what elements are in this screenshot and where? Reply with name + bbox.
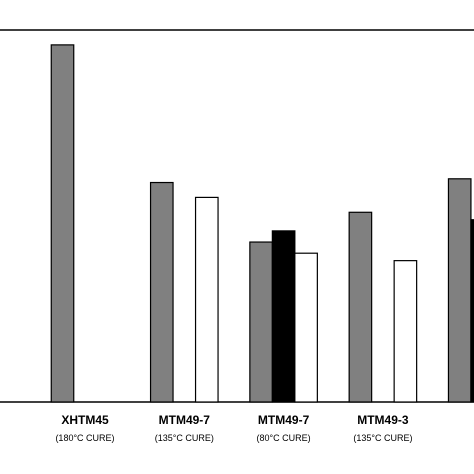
- bar: [294, 252, 318, 403]
- x-tick-sublabel: (135°C CURE): [155, 433, 214, 443]
- bar: [249, 241, 273, 403]
- x-tick-label: MTM49-7: [159, 413, 211, 427]
- bar: [470, 219, 474, 403]
- x-tick-sublabel: (180°C CURE): [55, 433, 114, 443]
- x-tick-label: MTM49-3: [357, 413, 409, 427]
- bar: [348, 211, 373, 403]
- bar: [50, 44, 75, 403]
- x-tick-sublabel: (80°C CURE): [257, 433, 311, 443]
- x-tick-label: MTM49-7: [258, 413, 310, 427]
- bar: [149, 181, 174, 403]
- x-tick-sublabel: (135°C CURE): [353, 433, 412, 443]
- bar: [271, 230, 296, 403]
- bar: [194, 196, 219, 403]
- bar: [447, 178, 472, 403]
- bar: [393, 260, 418, 403]
- x-tick-label: XHTM45: [61, 413, 109, 427]
